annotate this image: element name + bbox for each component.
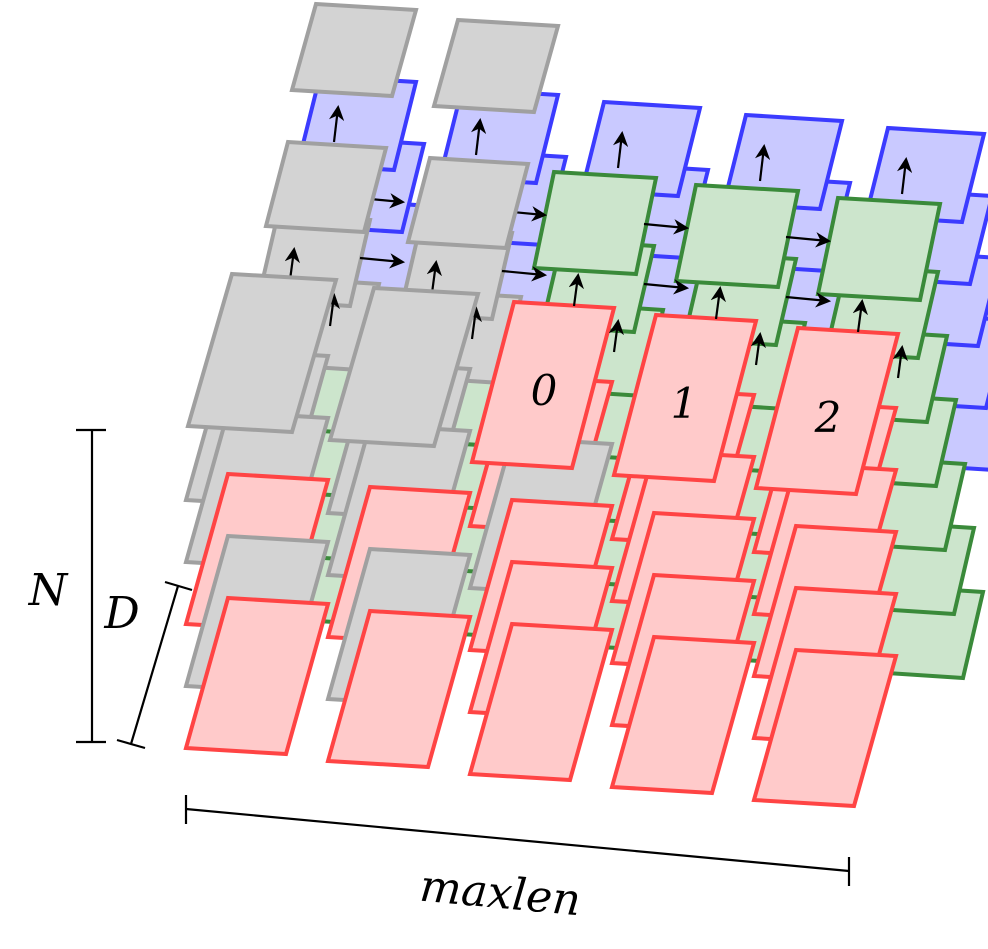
vertical-arrow [470,117,487,156]
input-layer [183,299,901,809]
horizontal-arrow [501,266,548,282]
vertical-arrow [754,143,771,182]
input-cell-token [611,312,759,484]
horizontal-arrow [785,292,832,308]
output-cell [579,99,703,199]
hidden-layer-1 [531,169,943,303]
vertical-arrow [892,344,909,379]
padding-cell [263,139,389,235]
padding-cell [431,17,561,115]
token-label-2: 2 [814,393,842,442]
vertical-arrow [896,156,913,195]
n-dimension-bracket [76,428,106,744]
input-cell [751,647,899,809]
connection-arrows [284,104,913,379]
horizontal-arrow [785,232,832,248]
horizontal-arrow [359,253,406,269]
vertical-arrow [426,259,443,294]
token-label-0: 0 [531,366,558,415]
input-cell-token [753,325,901,497]
padding-cell [289,1,419,99]
input-cell [609,634,757,796]
vertical-arrow [284,246,301,281]
vertical-arrow [750,331,767,366]
d-dimension-bracket [116,580,193,750]
input-cell-token [469,299,617,471]
input-cell [467,621,615,783]
padding-cell [327,285,481,449]
vertical-arrow [466,305,483,340]
vertical-arrow [568,272,585,307]
maxlen-label: maxlen [418,861,583,927]
vertical-arrow [852,298,869,333]
horizontal-arrow [643,219,690,235]
hidden-cell-top [815,195,943,303]
vertical-arrow [324,292,341,327]
hidden-cell-top [673,182,801,290]
padding-cells [185,1,561,449]
vertical-arrow [328,104,345,143]
vertical-arrow [710,285,727,320]
padding-cell [185,271,339,435]
n-label: N [28,565,69,616]
horizontal-arrow [643,279,690,295]
vertical-arrow [612,130,629,169]
input-cell [325,608,473,770]
maxlen-dimension-bracket [184,795,851,886]
d-label: D [103,588,139,639]
padding-cell [405,155,531,251]
output-cell [721,112,845,212]
hidden-cell-top [531,169,659,277]
input-cell [183,595,331,757]
output-cell [863,125,987,225]
vertical-arrow [608,318,625,353]
token-label-1: 1 [671,379,698,428]
